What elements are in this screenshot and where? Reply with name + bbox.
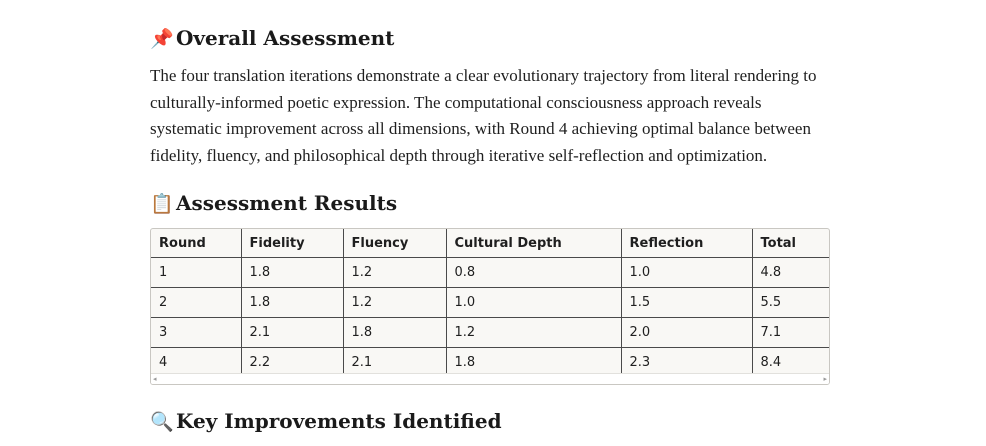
cell-fluency: 1.2 bbox=[343, 287, 447, 318]
header-fidelity: Fidelity bbox=[241, 229, 344, 258]
cell-round: 4 bbox=[151, 347, 242, 377]
cell-round: 1 bbox=[151, 257, 242, 288]
table-row: 1 1.8 1.2 0.8 1.0 4.8 bbox=[151, 257, 829, 288]
assessment-table: Round Fidelity Fluency Cultural Depth Re… bbox=[151, 229, 829, 377]
assessment-results-heading: 📋 Assessment Results bbox=[150, 187, 830, 220]
table-row: 4 2.2 2.1 1.8 2.3 8.4 bbox=[151, 347, 829, 377]
overall-assessment-heading: 📌 Overall Assessment bbox=[150, 22, 830, 55]
clipboard-icon: 📋 bbox=[150, 193, 174, 215]
cell-reflection: 1.5 bbox=[621, 287, 753, 318]
cell-fidelity: 2.1 bbox=[241, 317, 344, 348]
header-total: Total bbox=[752, 229, 829, 258]
header-fluency: Fluency bbox=[343, 229, 447, 258]
cell-total: 8.4 bbox=[760, 355, 782, 370]
assessment-results-title: Assessment Results bbox=[176, 191, 398, 215]
table-header-row: Round Fidelity Fluency Cultural Depth Re… bbox=[151, 229, 829, 258]
cell-fidelity: 2.2 bbox=[241, 347, 344, 377]
cell-cultural-depth: 0.8 bbox=[446, 257, 622, 288]
cell-total: 5.5 bbox=[752, 287, 829, 318]
magnifier-icon: 🔍 bbox=[150, 411, 174, 433]
overall-assessment-title: Overall Assessment bbox=[176, 26, 395, 50]
overall-assessment-paragraph: The four translation iterations demonstr… bbox=[150, 66, 817, 165]
cell-fidelity: 1.8 bbox=[241, 287, 344, 318]
cell-round: 3 bbox=[151, 317, 242, 348]
cell-reflection: 2.3 bbox=[621, 347, 753, 377]
cell-round: 2 bbox=[151, 287, 242, 318]
table-row: 2 1.8 1.2 1.0 1.5 5.5 bbox=[151, 287, 829, 318]
header-reflection: Reflection bbox=[621, 229, 753, 258]
header-round: Round bbox=[151, 229, 242, 258]
scroll-left-arrow-icon[interactable]: ◂ bbox=[153, 375, 157, 383]
scroll-right-arrow-icon[interactable]: ▸ bbox=[823, 375, 827, 383]
cell-total: 7.1 bbox=[752, 317, 829, 348]
cell-total: 4.8 bbox=[752, 257, 829, 288]
key-improvements-title: Key Improvements Identified bbox=[176, 409, 502, 433]
document-content: 📌 Overall Assessment The four translation… bbox=[150, 22, 830, 438]
cell-fluency: 1.8 bbox=[343, 317, 447, 348]
cell-reflection: 1.0 bbox=[621, 257, 753, 288]
pushpin-icon: 📌 bbox=[150, 28, 174, 50]
cell-cultural-depth: 1.8 bbox=[446, 347, 622, 377]
cell-reflection: 2.0 bbox=[621, 317, 753, 348]
assessment-table-container[interactable]: Round Fidelity Fluency Cultural Depth Re… bbox=[150, 228, 830, 385]
table-horizontal-scrollbar[interactable]: ◂ ▸ bbox=[151, 373, 829, 384]
cell-cultural-depth: 1.0 bbox=[446, 287, 622, 318]
cell-fluency: 2.1 bbox=[343, 347, 447, 377]
cell-fidelity: 1.8 bbox=[241, 257, 344, 288]
key-improvements-heading: 🔍 Key Improvements Identified bbox=[150, 405, 830, 438]
header-cultural-depth: Cultural Depth bbox=[446, 229, 622, 258]
table-row: 3 2.1 1.8 1.2 2.0 7.1 bbox=[151, 317, 829, 348]
cell-fluency: 1.2 bbox=[343, 257, 447, 288]
cell-cultural-depth: 1.2 bbox=[446, 317, 622, 348]
